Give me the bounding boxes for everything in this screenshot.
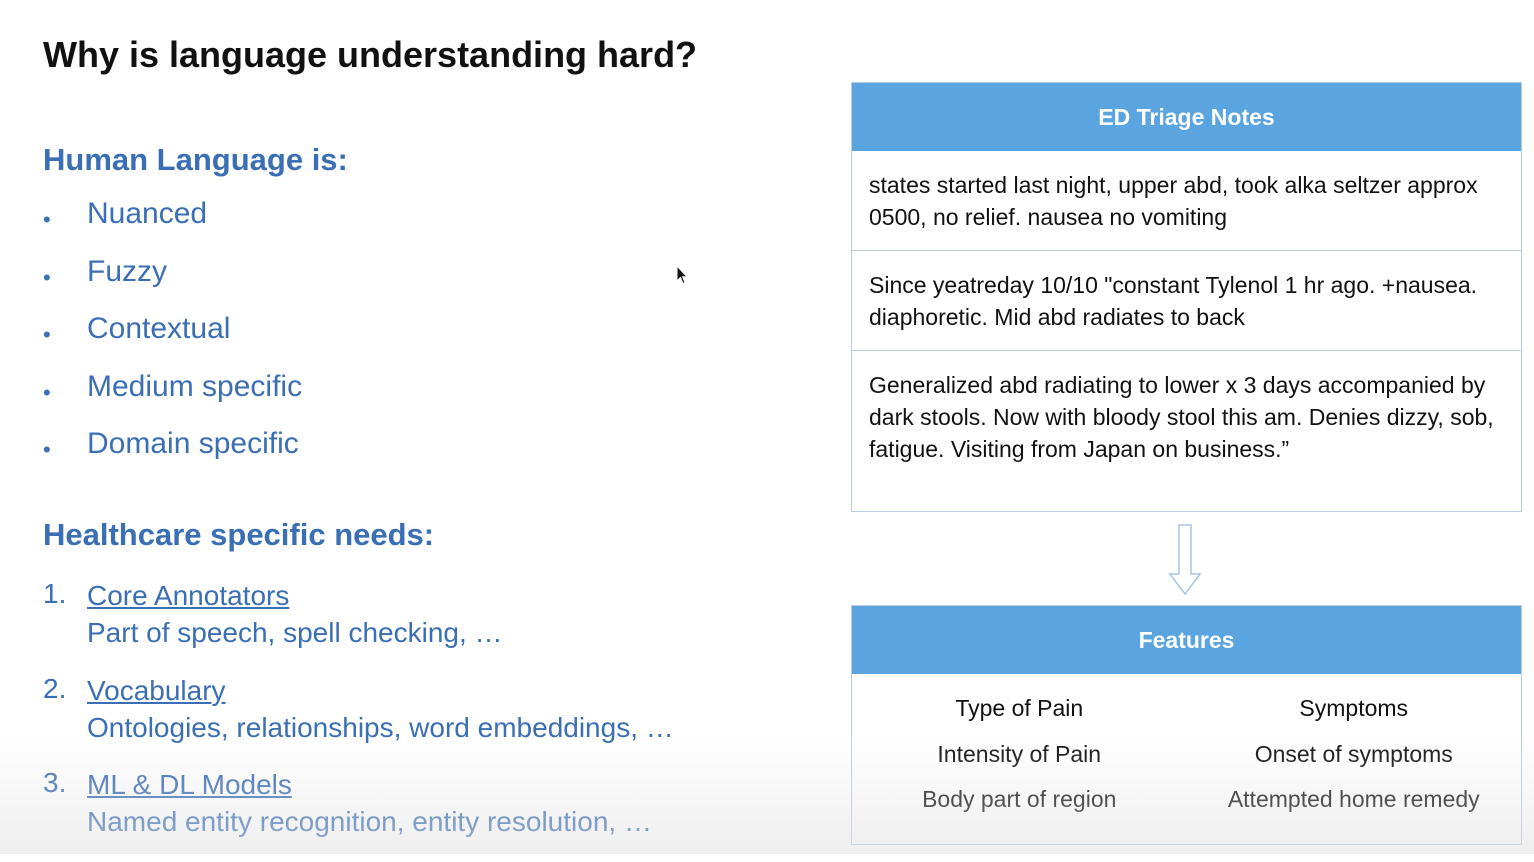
list-item: • Nuanced <box>43 197 302 255</box>
feature-item: Onset of symptoms <box>1254 740 1453 767</box>
bullet-icon: • <box>43 437 51 462</box>
triage-notes-header: ED Triage Notes <box>852 83 1521 151</box>
features-left-column: Type of Pain Intensity of Pain Body part… <box>852 690 1187 827</box>
triage-note: Since yeatreday 10/10 "constant Tylenol … <box>852 250 1521 350</box>
ml-dl-models-link[interactable]: ML & DL Models <box>87 769 292 800</box>
list-number: 1. <box>43 578 67 609</box>
feature-item: Attempted home remedy <box>1227 786 1480 812</box>
bullet-icon: • <box>43 264 51 290</box>
list-item: • Medium specific <box>43 370 302 428</box>
list-item: • Contextual <box>43 312 302 370</box>
list-item-description: Named entity recognition, entity resolut… <box>87 806 652 837</box>
list-item: • Fuzzy <box>43 255 302 313</box>
bullet-icon: • <box>43 322 51 347</box>
human-language-heading: Human Language is: <box>43 142 348 177</box>
list-item: 3. ML & DL Models Named entity recogniti… <box>43 767 674 862</box>
list-item-description: Part of speech, spell checking, … <box>87 617 503 648</box>
list-item: • Domain specific <box>43 427 302 485</box>
triage-notes-table: ED Triage Notes states started last nigh… <box>851 82 1522 512</box>
core-annotators-link[interactable]: Core Annotators <box>87 580 290 611</box>
human-language-list: • Nuanced • Fuzzy • Contextual • Medium spec… <box>43 197 302 485</box>
features-right-column: Symptoms Onset of symptoms Attempted hom… <box>1187 690 1522 827</box>
down-arrow-icon <box>1168 524 1202 596</box>
triage-note: states started last night, upper abd, to… <box>869 172 1478 230</box>
feature-item: Symptoms <box>1299 695 1409 721</box>
healthcare-heading: Healthcare specific needs: <box>43 517 435 552</box>
features-grid: Type of Pain Intensity of Pain Body part… <box>852 674 1521 827</box>
feature-item: Body part of region <box>922 786 1117 812</box>
list-item: 2. Vocabulary Ontologies, relationships,… <box>43 673 674 768</box>
list-item: 1. Core Annotators Part of speech, spell… <box>43 578 674 673</box>
bullet-icon: • <box>43 207 51 232</box>
triage-note: Generalized abd radiating to lower x 3 d… <box>852 350 1521 465</box>
list-number: 2. <box>43 672 67 704</box>
feature-item: Intensity of Pain <box>937 740 1102 767</box>
feature-item: Type of Pain <box>955 695 1084 721</box>
list-number: 3. <box>43 767 67 798</box>
vocabulary-link[interactable]: Vocabulary <box>87 674 226 706</box>
slide-title: Why is language understanding hard? <box>43 34 698 75</box>
features-header: Features <box>852 606 1521 674</box>
bullet-icon: • <box>43 379 51 405</box>
features-table: Features Type of Pain Intensity of Pain … <box>851 605 1522 845</box>
mouse-pointer-icon <box>676 265 688 285</box>
list-item-description: Ontologies, relationships, word embeddin… <box>87 711 674 743</box>
healthcare-list: 1. Core Annotators Part of speech, spell… <box>43 578 674 862</box>
